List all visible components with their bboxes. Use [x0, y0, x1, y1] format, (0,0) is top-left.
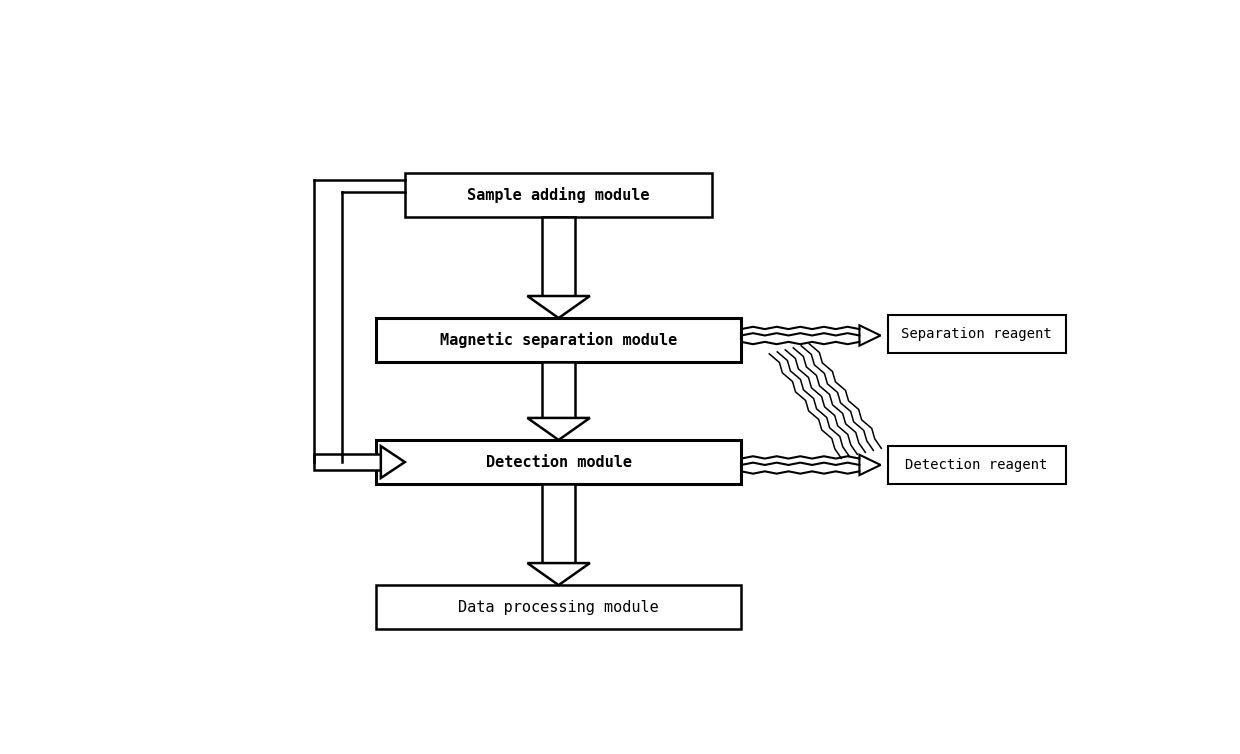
Polygon shape — [859, 325, 880, 345]
Bar — [376, 318, 742, 362]
Bar — [888, 446, 1065, 484]
Text: Magnetic separation module: Magnetic separation module — [440, 332, 677, 348]
Text: Detection reagent: Detection reagent — [905, 458, 1048, 472]
Polygon shape — [527, 296, 590, 318]
Bar — [542, 217, 575, 296]
Polygon shape — [859, 455, 880, 475]
Bar — [314, 454, 381, 470]
Bar — [404, 173, 713, 216]
Bar — [888, 315, 1065, 353]
Bar — [376, 585, 742, 629]
Polygon shape — [527, 563, 590, 585]
Bar — [542, 362, 575, 418]
Text: Data processing module: Data processing module — [459, 599, 658, 615]
Bar — [542, 484, 575, 563]
Text: Detection module: Detection module — [486, 455, 631, 470]
Text: Separation reagent: Separation reagent — [901, 327, 1052, 342]
Text: Sample adding module: Sample adding module — [467, 187, 650, 203]
Bar — [376, 440, 742, 484]
Polygon shape — [381, 446, 404, 478]
Polygon shape — [527, 418, 590, 440]
